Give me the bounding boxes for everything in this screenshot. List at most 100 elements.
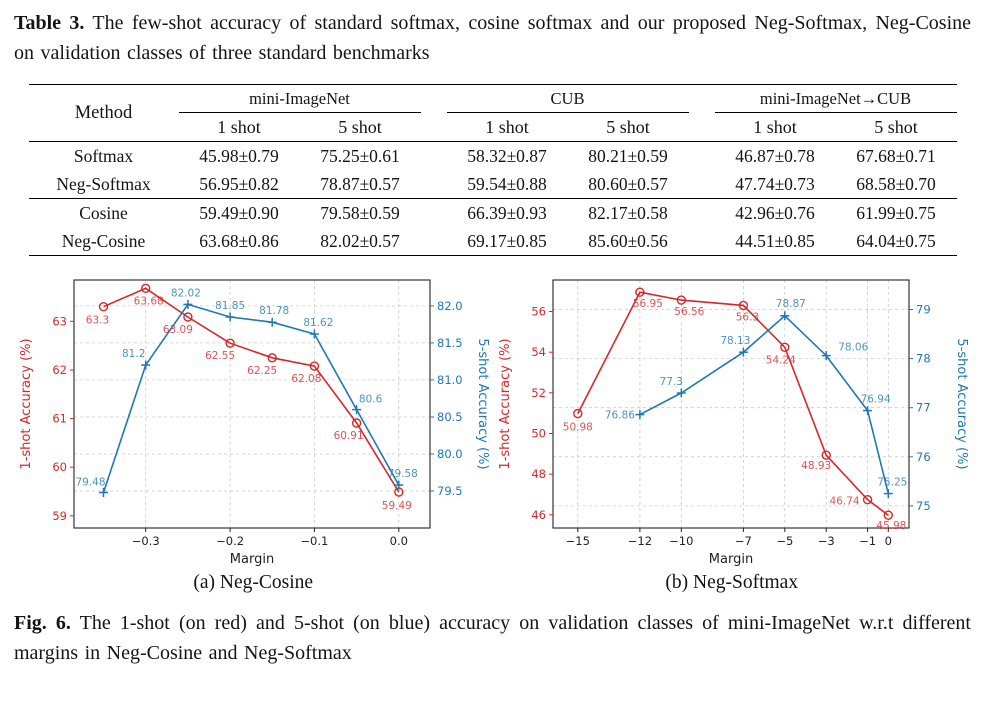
value-cell: 80.60±0.57 — [567, 170, 689, 199]
table-group-header-row: Method mini-ImageNet CUB mini-ImageNet→C… — [28, 84, 957, 142]
right-tick-label: 80.5 — [437, 410, 463, 424]
point-label: 80.6 — [359, 394, 383, 406]
point-label: 60.91 — [334, 430, 364, 442]
point-label: 56.56 — [674, 306, 704, 318]
table-row-softmax: Softmax 45.98±0.79 75.25±0.61 58.32±0.87… — [29, 142, 957, 171]
point-label: 63.09 — [163, 324, 193, 336]
data-point-marker — [351, 418, 362, 428]
left-tick-label: 59 — [52, 509, 67, 523]
data-point-marker — [98, 302, 109, 312]
figure-caption-text: The 1-shot (on red) and 5-shot (on blue)… — [14, 612, 971, 664]
table-row-neg-softmax: Neg-Softmax 56.95±0.82 78.87±0.57 59.54±… — [28, 170, 957, 199]
column-group-mini-imagenet-to-cub: mini-ImageNet→CUB — [714, 84, 957, 113]
value-cell: 80.21±0.59 — [588, 145, 668, 166]
series-line-5-shot — [102, 303, 400, 493]
point-label: 78.06 — [838, 342, 868, 354]
x-tick-label: −10 — [669, 534, 693, 548]
value-cell: 64.04±0.75 — [856, 230, 936, 251]
point-label: 48.93 — [801, 460, 831, 472]
column-header-5shot: 5 shot — [835, 112, 957, 142]
paper-page: Table 3. The few-shot accuracy of standa… — [14, 12, 972, 668]
figure-subcaptions: (a) Neg-Cosine (b) Neg-Softmax — [14, 572, 971, 594]
x-tick-label: −1 — [859, 534, 876, 548]
left-tick-label: 54 — [531, 345, 546, 359]
right-tick-label: 81.5 — [437, 336, 463, 350]
column-header-1shot: 1 shot — [178, 112, 300, 142]
point-label: 62.08 — [291, 373, 321, 385]
x-tick-label: −0.2 — [216, 534, 244, 548]
right-tick-label: 79.5 — [437, 484, 463, 498]
column-gap — [421, 85, 447, 113]
value-cell: 45.98±0.79 — [199, 145, 279, 166]
column-gap — [421, 199, 447, 228]
right-tick-label: 75 — [916, 499, 931, 513]
point-label: 63.3 — [86, 315, 109, 327]
table-subheader-row: 1 shot 5 shot 1 shot 5 shot 1 shot 5 sho… — [29, 112, 957, 142]
subcaption-neg-cosine: (a) Neg-Cosine — [193, 572, 314, 593]
data-point-marker — [862, 494, 873, 505]
value-cell: 79.58±0.59 — [320, 202, 400, 223]
method-cell: Cosine — [79, 202, 128, 223]
value-cell: 56.95±0.82 — [178, 170, 300, 199]
point-label: 81.78 — [259, 305, 289, 317]
data-point-marker — [183, 312, 193, 322]
value-cell: 66.39±0.93 — [467, 202, 547, 223]
left-tick-label: 48 — [531, 467, 546, 481]
column-gap — [689, 142, 715, 171]
table-caption-label: Table 3. — [14, 12, 85, 34]
right-tick-label: 77 — [916, 401, 931, 415]
point-label: 76.86 — [605, 410, 635, 422]
column-gap — [688, 112, 715, 142]
right-tick-label: 76 — [916, 450, 931, 464]
value-cell: 46.87±0.78 — [735, 145, 815, 166]
column-header-method: Method — [28, 84, 179, 142]
left-tick-label: 56 — [531, 305, 546, 319]
column-gap — [421, 227, 447, 256]
column-gap — [689, 85, 715, 113]
right-axis-label: 5-shot Accuracy (%) — [475, 338, 490, 469]
value-cell: 85.60±0.56 — [588, 230, 668, 251]
left-tick-label: 52 — [531, 386, 546, 400]
left-axis-label: 1-shot Accuracy (%) — [498, 338, 513, 469]
table-row-cosine: Cosine 59.49±0.90 79.58±0.59 66.39±0.93 … — [29, 199, 957, 228]
point-label: 46.74 — [830, 496, 860, 508]
left-tick-label: 62 — [52, 363, 67, 377]
table-caption-text: The few-shot accuracy of standard softma… — [14, 12, 972, 64]
point-label: 79.48 — [75, 477, 105, 489]
x-tick-label: 0.0 — [390, 534, 408, 548]
x-tick-label: −7 — [735, 534, 752, 548]
x-axis-label: Margin — [709, 552, 753, 567]
data-point-marker — [738, 300, 749, 311]
column-gap — [688, 170, 715, 199]
column-header-1shot: 1 shot — [714, 112, 836, 142]
plot-frame — [73, 279, 431, 529]
column-header-1shot: 1 shot — [446, 112, 568, 142]
value-cell: 47.74±0.73 — [714, 170, 836, 199]
value-cell: 59.49±0.90 — [199, 202, 279, 223]
x-tick-label: −12 — [628, 534, 652, 548]
right-tick-label: 79 — [916, 303, 931, 317]
value-cell: 58.32±0.87 — [467, 145, 547, 166]
right-tick-label: 82.0 — [437, 299, 463, 313]
point-label: 63.68 — [134, 295, 164, 307]
point-label: 56.3 — [736, 311, 759, 323]
column-header-5shot: 5 shot — [567, 112, 689, 142]
column-group-mini-imagenet: mini-ImageNet — [178, 84, 421, 113]
point-label: 82.02 — [171, 287, 201, 299]
value-cell: 67.68±0.71 — [856, 145, 936, 166]
column-gap — [420, 170, 447, 199]
point-label: 78.13 — [720, 335, 750, 347]
x-tick-label: −0.3 — [132, 534, 160, 548]
results-table: Method mini-ImageNet CUB mini-ImageNet→C… — [28, 84, 957, 256]
point-label: 75.25 — [877, 477, 907, 489]
method-cell: Softmax — [73, 145, 134, 166]
data-point-marker — [140, 283, 151, 293]
value-cell: 82.17±0.58 — [588, 202, 668, 223]
left-tick-label: 60 — [52, 460, 67, 474]
data-point-marker — [780, 342, 790, 353]
left-axis-label: 1-shot Accuracy (%) — [19, 338, 34, 469]
plot-frame — [552, 279, 910, 529]
figure-caption: Fig. 6. The 1-shot (on red) and 5-shot (… — [14, 608, 971, 668]
data-point-marker — [225, 338, 235, 348]
